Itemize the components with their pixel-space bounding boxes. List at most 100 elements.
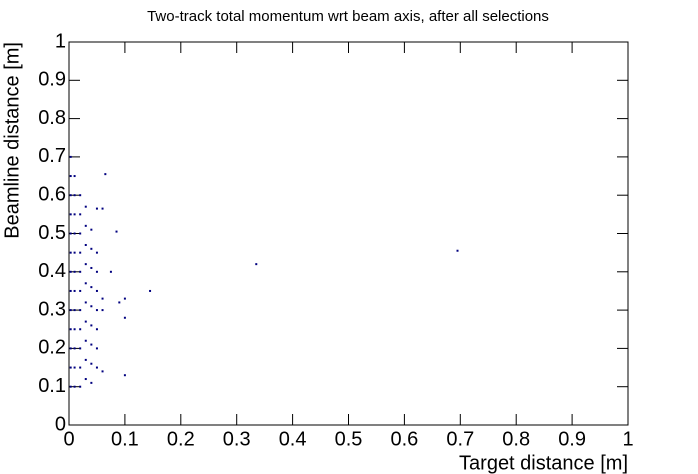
y-tick-label: 0.3: [38, 298, 66, 320]
y-tick-label: 0.6: [38, 183, 66, 205]
point: [73, 251, 76, 254]
point: [69, 366, 72, 369]
x-tick-label: 0.3: [223, 428, 251, 450]
point: [79, 309, 82, 312]
point: [101, 297, 104, 300]
point: [73, 385, 76, 388]
point: [95, 366, 98, 369]
x-tick-label: 0.2: [167, 428, 195, 450]
y-tick-label: 0.4: [38, 260, 66, 282]
point: [123, 374, 126, 377]
point: [73, 270, 76, 273]
point: [79, 194, 82, 197]
point: [255, 263, 258, 266]
point: [69, 213, 72, 216]
point: [73, 366, 76, 369]
point: [69, 289, 72, 292]
point: [79, 251, 82, 254]
y-tick-label: 0.7: [38, 145, 66, 167]
point: [90, 228, 93, 231]
y-axis-title: Beamline distance [m]: [1, 42, 23, 239]
point: [115, 230, 118, 233]
point: [79, 328, 82, 331]
point: [69, 232, 72, 235]
x-tick-label: 1: [622, 428, 633, 450]
y-tick-label: 0.8: [38, 107, 66, 129]
point: [69, 309, 72, 312]
x-tick-label: 0.9: [558, 428, 586, 450]
point: [73, 309, 76, 312]
point: [84, 339, 87, 342]
point: [73, 328, 76, 331]
point: [123, 316, 126, 319]
point: [84, 320, 87, 323]
point: [90, 305, 93, 308]
point: [84, 358, 87, 361]
point: [90, 343, 93, 346]
point: [79, 289, 82, 292]
point: [79, 366, 82, 369]
point: [84, 224, 87, 227]
point: [101, 309, 104, 312]
point: [84, 378, 87, 381]
point: [90, 266, 93, 269]
x-tick-label: 0.7: [446, 428, 474, 450]
point: [79, 213, 82, 216]
point: [69, 251, 72, 254]
point: [101, 370, 104, 373]
point: [95, 270, 98, 273]
point: [90, 362, 93, 365]
point: [149, 289, 152, 292]
point: [73, 347, 76, 350]
point: [123, 297, 126, 300]
point: [456, 249, 459, 252]
point: [73, 175, 76, 178]
x-tick-label: 0.1: [111, 428, 139, 450]
point: [90, 381, 93, 384]
point: [84, 243, 87, 246]
point: [104, 173, 107, 176]
point: [95, 328, 98, 331]
x-tick-label: 0.4: [279, 428, 307, 450]
point: [84, 205, 87, 208]
point: [84, 263, 87, 266]
y-tick-label: 0: [55, 413, 66, 435]
point: [95, 347, 98, 350]
point: [69, 194, 72, 197]
point: [69, 385, 72, 388]
point: [95, 207, 98, 210]
point: [109, 270, 112, 273]
point: [73, 213, 76, 216]
point: [79, 232, 82, 235]
x-tick-label: 0.5: [335, 428, 363, 450]
x-axis-title: Target distance [m]: [459, 452, 628, 474]
point: [69, 347, 72, 350]
point: [73, 232, 76, 235]
x-tick-label: 0.6: [390, 428, 418, 450]
point: [79, 385, 82, 388]
point: [95, 309, 98, 312]
point: [79, 270, 82, 273]
point: [69, 155, 72, 158]
point: [90, 286, 93, 289]
point: [69, 175, 72, 178]
point: [95, 251, 98, 254]
point: [101, 207, 104, 210]
y-tick-label: 0.2: [38, 337, 66, 359]
point: [84, 282, 87, 285]
chart-title: Two-track total momentum wrt beam axis, …: [147, 8, 549, 25]
point: [69, 328, 72, 331]
point: [90, 247, 93, 250]
point: [118, 301, 121, 304]
x-tick-label: 0.8: [502, 428, 530, 450]
y-tick-label: 1: [55, 30, 66, 52]
y-tick-label: 0.9: [38, 69, 66, 91]
point: [73, 194, 76, 197]
y-tick-label: 0.1: [38, 375, 66, 397]
point: [90, 324, 93, 327]
point: [95, 289, 98, 292]
y-tick-label: 0.5: [38, 222, 66, 244]
point: [84, 301, 87, 304]
